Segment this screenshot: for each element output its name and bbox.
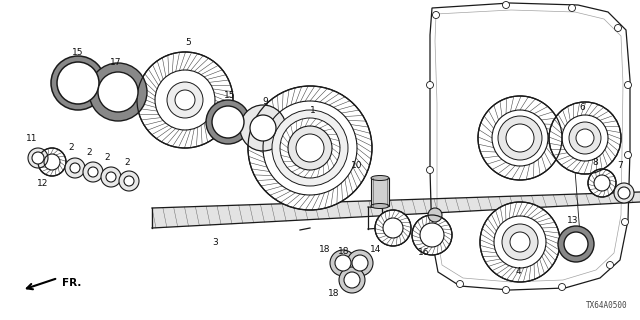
Circle shape xyxy=(101,167,121,187)
Circle shape xyxy=(124,176,134,186)
Text: 2: 2 xyxy=(124,157,130,166)
Circle shape xyxy=(621,219,628,226)
Text: 8: 8 xyxy=(592,157,598,166)
Circle shape xyxy=(344,272,360,288)
Circle shape xyxy=(51,56,105,110)
Text: 12: 12 xyxy=(37,179,49,188)
Circle shape xyxy=(607,261,614,268)
Circle shape xyxy=(250,115,276,141)
Text: 7: 7 xyxy=(617,161,623,170)
Circle shape xyxy=(339,267,365,293)
Circle shape xyxy=(478,96,562,180)
Circle shape xyxy=(506,124,534,152)
Text: 3: 3 xyxy=(212,237,218,246)
Bar xyxy=(371,178,389,206)
Circle shape xyxy=(614,25,621,31)
Circle shape xyxy=(569,122,601,154)
Text: TX64A0500: TX64A0500 xyxy=(586,301,628,310)
Text: 13: 13 xyxy=(567,215,579,225)
Circle shape xyxy=(248,86,372,210)
Circle shape xyxy=(335,255,351,271)
Text: 14: 14 xyxy=(371,244,381,253)
Polygon shape xyxy=(152,192,640,228)
Circle shape xyxy=(498,116,542,160)
Circle shape xyxy=(564,232,588,256)
Text: 2: 2 xyxy=(104,153,110,162)
Circle shape xyxy=(272,110,348,186)
Circle shape xyxy=(559,284,566,291)
Circle shape xyxy=(429,242,435,249)
Circle shape xyxy=(426,166,433,173)
Text: 5: 5 xyxy=(185,37,191,46)
Text: 18: 18 xyxy=(328,290,340,299)
Circle shape xyxy=(175,90,195,110)
Circle shape xyxy=(558,226,594,262)
Text: FR.: FR. xyxy=(62,278,81,288)
Text: 17: 17 xyxy=(110,58,122,67)
Circle shape xyxy=(433,12,440,19)
Circle shape xyxy=(296,134,324,162)
Text: 11: 11 xyxy=(26,133,38,142)
Circle shape xyxy=(330,250,356,276)
Circle shape xyxy=(57,62,99,104)
Text: 15: 15 xyxy=(224,91,236,100)
Text: 18: 18 xyxy=(319,244,331,253)
Circle shape xyxy=(502,2,509,9)
Circle shape xyxy=(502,286,509,293)
Circle shape xyxy=(38,148,66,176)
Circle shape xyxy=(480,202,560,282)
Circle shape xyxy=(119,171,139,191)
Circle shape xyxy=(70,163,80,173)
Circle shape xyxy=(28,148,48,168)
Circle shape xyxy=(618,187,630,199)
Circle shape xyxy=(568,4,575,12)
Circle shape xyxy=(83,162,103,182)
Text: 9: 9 xyxy=(262,97,268,106)
Circle shape xyxy=(352,255,368,271)
Text: 6: 6 xyxy=(579,102,585,111)
Circle shape xyxy=(106,172,116,182)
Circle shape xyxy=(167,82,203,118)
Circle shape xyxy=(426,82,433,89)
Circle shape xyxy=(412,215,452,255)
Ellipse shape xyxy=(371,175,389,180)
Circle shape xyxy=(89,63,147,121)
Circle shape xyxy=(88,167,98,177)
Circle shape xyxy=(347,250,373,276)
Circle shape xyxy=(549,102,621,174)
Circle shape xyxy=(576,129,594,147)
Text: 1: 1 xyxy=(310,106,316,115)
Ellipse shape xyxy=(371,204,389,209)
Text: 18: 18 xyxy=(339,246,349,255)
Circle shape xyxy=(65,158,85,178)
Circle shape xyxy=(375,210,411,246)
Circle shape xyxy=(288,126,332,170)
Text: 2: 2 xyxy=(86,148,92,156)
Circle shape xyxy=(510,232,530,252)
Circle shape xyxy=(614,183,634,203)
Circle shape xyxy=(212,106,244,138)
Text: 4: 4 xyxy=(515,268,521,276)
Circle shape xyxy=(137,52,233,148)
Circle shape xyxy=(32,152,44,164)
Circle shape xyxy=(98,72,138,112)
Circle shape xyxy=(625,151,632,158)
Circle shape xyxy=(502,224,538,260)
Text: 10: 10 xyxy=(351,161,363,170)
Circle shape xyxy=(206,100,250,144)
Text: 2: 2 xyxy=(68,142,74,151)
Text: 15: 15 xyxy=(72,47,84,57)
Circle shape xyxy=(240,105,286,151)
Circle shape xyxy=(428,208,442,222)
Text: 16: 16 xyxy=(419,247,429,257)
Circle shape xyxy=(625,82,632,89)
Circle shape xyxy=(280,118,340,178)
Circle shape xyxy=(588,169,616,197)
Circle shape xyxy=(456,281,463,287)
